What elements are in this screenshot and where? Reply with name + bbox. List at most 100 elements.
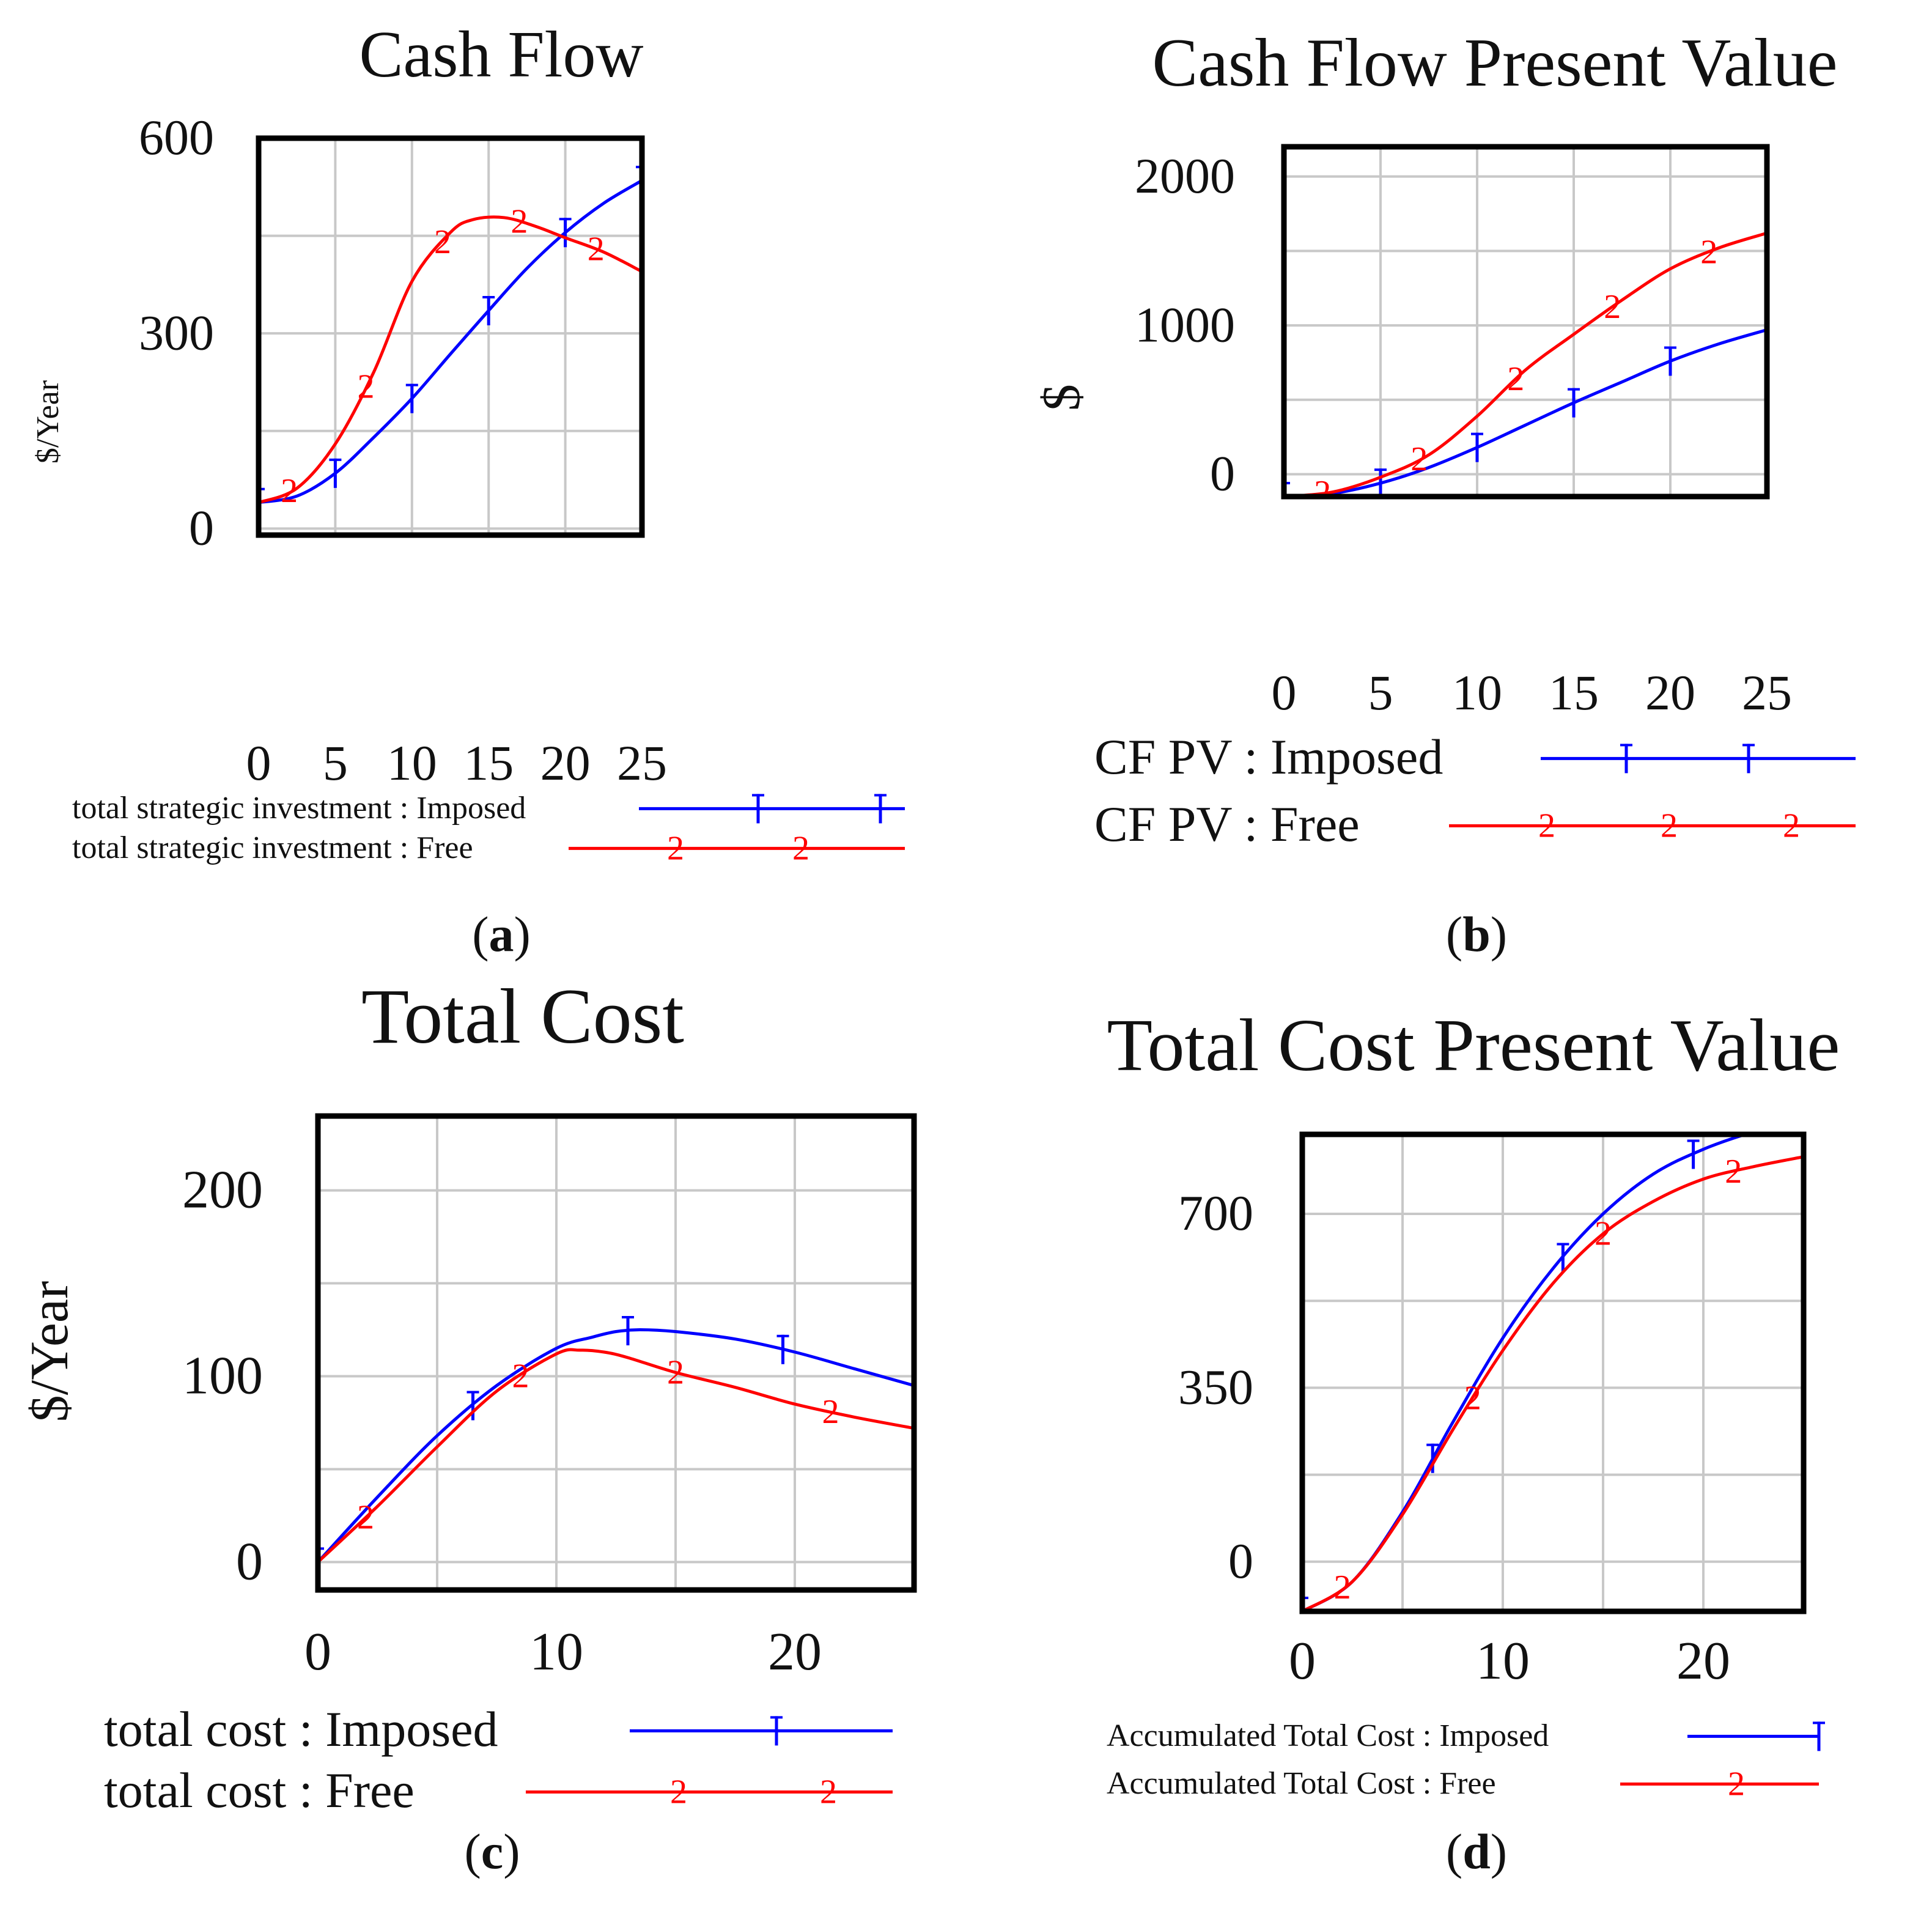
y-tick-label: 600 (139, 109, 214, 165)
y-tick-label: 0 (1210, 446, 1235, 501)
x-tick-label: 10 (1476, 1632, 1530, 1691)
y-tick-label: 200 (182, 1161, 263, 1220)
x-tick-label: 5 (1368, 665, 1393, 720)
legend-entry-label: total strategic investment : Free (72, 830, 473, 865)
chart-title: Cash Flow Present Value (1152, 25, 1838, 101)
legend-marker-2: 2 (1728, 1765, 1745, 1803)
series-group: 2 2 2 2 2 (1284, 231, 1767, 512)
panel-label-letter: d (1462, 1824, 1491, 1879)
legend-entry-label: total cost : Imposed (104, 1701, 498, 1757)
chart-title: Total Cost Present Value (1107, 1004, 1840, 1087)
chart-title: Total Cost (361, 973, 684, 1060)
x-tick-label: 10 (529, 1622, 583, 1682)
legend-entry-label: total cost : Free (104, 1762, 415, 1818)
series-line-free (1302, 1155, 1804, 1611)
series-marker-2: 2 (588, 231, 605, 268)
y-tick-label: 2000 (1135, 148, 1235, 204)
series-line-free (259, 215, 642, 505)
series-marker-2: 2 (1334, 1569, 1351, 1606)
series-line-free (1284, 231, 1767, 497)
x-tick-label: 25 (1742, 665, 1792, 720)
legend-marker-2: 2 (820, 1773, 837, 1811)
chart-panel-c: Total Cost $/Year 0 100 200 0 10 20 2 2 2 2 total co… (20, 973, 917, 1879)
series-group: 2 2 2 2 2 (259, 166, 642, 517)
legend-entry-label: CF PV : Free (1094, 796, 1360, 852)
x-tick-label: 15 (1549, 665, 1599, 720)
plot-frame (1299, 1131, 1807, 1614)
x-tick-label: 0 (304, 1622, 331, 1682)
series-line-free (318, 1348, 914, 1564)
panel-label: (b) (1446, 906, 1507, 962)
x-tick-label: 10 (387, 735, 437, 791)
x-tick-label: 15 (463, 735, 514, 791)
x-tick-label: 0 (1272, 665, 1297, 720)
series-marker-2: 2 (357, 1498, 374, 1536)
panel-label-open: ( (1446, 1824, 1462, 1879)
legend-entry-label: total strategic investment : Imposed (72, 791, 526, 826)
y-axis-label: $ (1032, 384, 1091, 411)
panel-label-letter: b (1462, 906, 1491, 962)
panel-label-letter: c (481, 1824, 503, 1879)
series-group: 2 2 2 2 (1302, 1134, 1804, 1611)
y-tick-label: 300 (139, 305, 214, 360)
panel-label-open: ( (1446, 906, 1462, 962)
panel-label: (a) (472, 906, 531, 962)
y-tick-label: 1000 (1135, 297, 1235, 352)
panel-label: (d) (1446, 1824, 1507, 1879)
series-line-imposed (1284, 328, 1767, 497)
panel-label-open: ( (472, 906, 489, 962)
legend-marker-2: 2 (792, 829, 809, 867)
series-marker-2: 2 (511, 203, 528, 241)
legend-marker-2: 2 (670, 1773, 687, 1811)
panel-label-close: ) (503, 1824, 520, 1879)
series-marker-2: 2 (667, 1353, 684, 1391)
x-tick-label: 20 (768, 1622, 822, 1682)
series-marker-2: 2 (822, 1393, 839, 1431)
series-marker-2: 2 (1595, 1215, 1612, 1253)
panel-label-open: ( (464, 1824, 481, 1879)
y-tick-label: 0 (236, 1532, 263, 1592)
x-tick-label: 25 (617, 735, 667, 791)
x-tick-label: 20 (1676, 1632, 1730, 1691)
panel-label-close: ) (1491, 1824, 1507, 1879)
y-tick-label: 700 (1178, 1185, 1253, 1241)
legend-marker-2: 2 (1783, 807, 1800, 845)
panel-label: (c) (464, 1824, 520, 1879)
panel-label-close: ) (514, 906, 531, 962)
legend-entry-label: Accumulated Total Cost : Free (1107, 1766, 1496, 1801)
series-marker-2: 2 (281, 472, 298, 510)
series-marker-2: 2 (434, 223, 451, 261)
chart-panel-d: Total Cost Present Value 0 350 700 0 10 20 2 2 2 2… (1107, 1004, 1840, 1879)
y-tick-label: 0 (1228, 1533, 1253, 1589)
series-marker-2: 2 (1410, 440, 1428, 478)
series-marker-2: 2 (1314, 474, 1331, 512)
y-axis-label: $/Year (20, 1281, 79, 1422)
chart-title: Cash Flow (359, 18, 643, 91)
series-marker-2: 2 (1700, 233, 1717, 271)
x-tick-label: 10 (1452, 665, 1502, 720)
series-marker-2: 2 (1507, 360, 1524, 398)
series-line-imposed (318, 1328, 914, 1564)
plot-frame (256, 135, 645, 538)
series-marker-2: 2 (1725, 1153, 1742, 1191)
y-tick-label: 100 (182, 1347, 263, 1406)
series-marker-2: 2 (512, 1357, 529, 1395)
chart-panel-b: Cash Flow Present Value $0 1000 2000 0 5 10 15 2… (1032, 25, 1856, 962)
plot-frame (315, 1113, 917, 1593)
legend-marker-2: 2 (1538, 807, 1555, 845)
x-tick-label: 0 (1289, 1632, 1316, 1691)
y-tick-label: 350 (1178, 1359, 1253, 1415)
panel-label-close: ) (1491, 906, 1507, 962)
x-tick-label: 0 (246, 735, 271, 791)
y-axis-label: $/Year (31, 380, 65, 464)
x-tick-label: 20 (1645, 665, 1695, 720)
series-marker-2: 2 (1604, 288, 1621, 326)
series-line-imposed (1302, 1134, 1751, 1611)
x-tick-label: 20 (540, 735, 591, 791)
legend-entry-label: CF PV : Imposed (1094, 729, 1443, 785)
y-tick-label: 0 (189, 500, 214, 556)
legend-marker-2: 2 (667, 829, 684, 867)
series-group: 2 2 2 2 (318, 1316, 914, 1577)
